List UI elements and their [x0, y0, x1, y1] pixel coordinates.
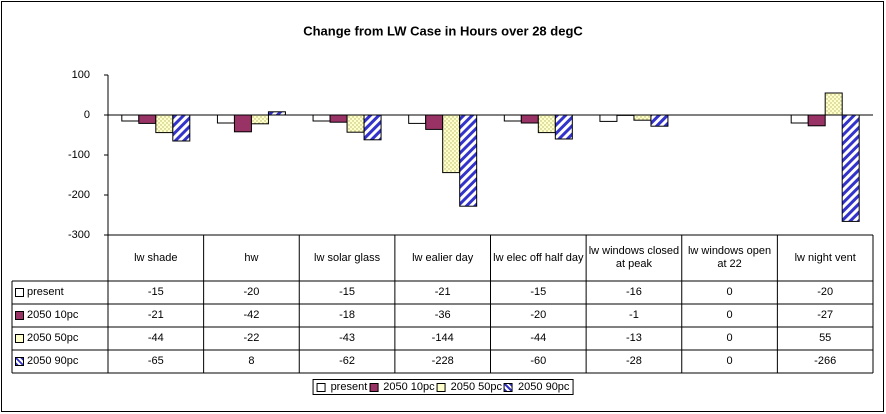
- legend-key: [15, 357, 24, 366]
- table-value: -60: [530, 355, 547, 367]
- table-value: -266: [814, 355, 837, 367]
- bar: [537, 114, 556, 134]
- table-value: -13: [625, 332, 642, 344]
- table-value: 55: [819, 332, 832, 344]
- table-row-header: 2050 10pc: [12, 304, 108, 327]
- table-value: -44: [147, 332, 164, 344]
- bar: [408, 114, 427, 124]
- bar: [233, 114, 252, 133]
- legend: present 2050 10pc 2050 50pc 2050 90pc: [312, 379, 574, 395]
- table-value: -21: [147, 309, 164, 321]
- y-tick-label: -200: [68, 189, 90, 201]
- row-label: present: [27, 286, 64, 298]
- table-header: lw ealier day: [412, 251, 474, 264]
- bar: [346, 114, 365, 133]
- bar: [425, 114, 444, 130]
- table-header: lw solar glass: [314, 251, 381, 264]
- bar: [503, 114, 522, 122]
- table-row-header: 2050 90pc: [12, 350, 108, 373]
- legend-key: [504, 382, 514, 392]
- table-value: -20: [530, 309, 547, 321]
- bar: [155, 114, 174, 134]
- row-label: 2050 90pc: [27, 355, 79, 367]
- table-value: -20: [243, 286, 260, 298]
- legend-key: [15, 288, 24, 297]
- table-value: -44: [530, 332, 547, 344]
- table-value: -22: [243, 332, 260, 344]
- table-value: -1: [629, 309, 639, 321]
- bar: [633, 114, 652, 121]
- legend-label: 2050 50pc: [450, 381, 503, 393]
- table-value: -20: [817, 286, 834, 298]
- table-value: -15: [147, 286, 164, 298]
- row-label: 2050 10pc: [27, 309, 79, 321]
- row-label: 2050 50pc: [27, 332, 79, 344]
- bar: [138, 114, 157, 124]
- table-value: 0: [726, 286, 733, 298]
- legend-label: 2050 90pc: [518, 381, 570, 393]
- table-header: lw windows open at 22: [687, 245, 772, 270]
- bar: [790, 114, 809, 124]
- table-row-header: 2050 50pc: [12, 327, 108, 350]
- bar: [329, 114, 348, 123]
- legend-key: [316, 382, 326, 392]
- bar: [650, 114, 669, 127]
- table-value: 8: [248, 355, 255, 367]
- chart-title: Change from LW Case in Hours over 28 deg…: [303, 23, 583, 38]
- table-header: lw windows closed at peak: [588, 245, 680, 270]
- table-row-header: present: [12, 281, 108, 304]
- bar: [599, 114, 618, 122]
- bar: [216, 114, 235, 124]
- legend-key: [15, 334, 24, 343]
- legend-label: present: [330, 381, 368, 393]
- y-tick-label: -100: [68, 149, 90, 161]
- y-tick-label: 0: [84, 109, 90, 121]
- bar: [554, 114, 573, 140]
- table-value: -228: [431, 355, 454, 367]
- table-value: 0: [726, 309, 733, 321]
- bar: [121, 114, 140, 122]
- table-value: 0: [726, 332, 733, 344]
- y-tick-label: 100: [72, 69, 90, 81]
- legend-key: [369, 382, 379, 392]
- table-value: -65: [147, 355, 164, 367]
- bar: [172, 114, 191, 142]
- table-value: -144: [431, 332, 454, 344]
- table-value: -15: [530, 286, 547, 298]
- bar: [520, 114, 539, 124]
- table-value: 0: [726, 355, 733, 367]
- table-value: -28: [625, 355, 642, 367]
- table-value: -16: [625, 286, 642, 298]
- bar: [250, 114, 269, 125]
- table-value: -62: [339, 355, 356, 367]
- table-header: lw shade: [134, 251, 178, 264]
- table-value: -18: [339, 309, 356, 321]
- table-value: -21: [434, 286, 451, 298]
- bar: [841, 114, 860, 222]
- y-tick-label: -300: [68, 229, 90, 241]
- table-value: -15: [339, 286, 356, 298]
- table-header: hw: [244, 251, 259, 264]
- bar: [442, 114, 461, 174]
- bar: [363, 114, 382, 141]
- bar: [312, 114, 331, 122]
- bar: [807, 114, 826, 127]
- bar: [824, 92, 843, 116]
- table-header: lw night vent: [794, 251, 856, 264]
- table-header: lw elec off half day: [493, 251, 584, 264]
- legend-label: 2050 10pc: [383, 381, 435, 393]
- bar: [459, 114, 478, 207]
- table-value: -43: [339, 332, 356, 344]
- table-value: -42: [243, 309, 260, 321]
- legend-key: [15, 311, 24, 320]
- legend-key: [436, 382, 446, 392]
- table-value: -27: [817, 309, 834, 321]
- table-value: -36: [434, 309, 451, 321]
